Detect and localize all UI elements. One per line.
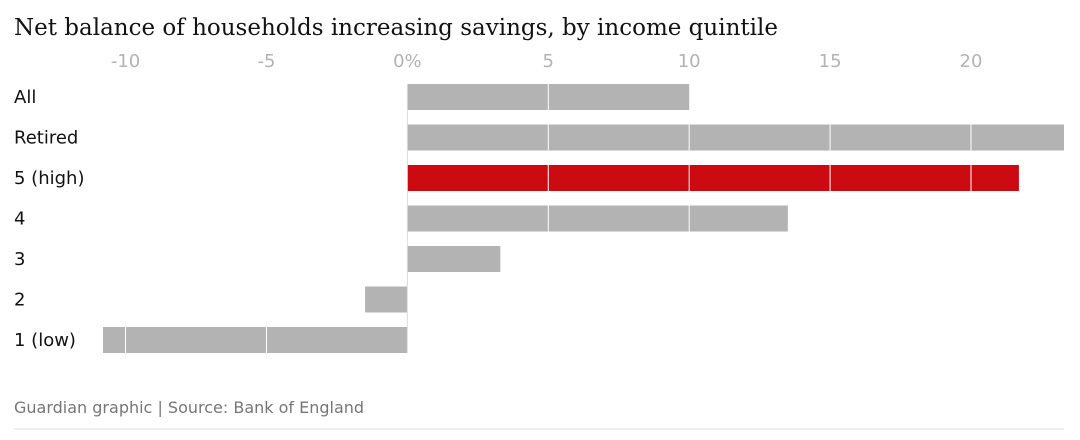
bar-1-low [103, 327, 408, 353]
category-label: 1 (low) [14, 330, 76, 351]
category-label: 3 [14, 249, 25, 270]
x-tick-label: 5 [543, 51, 554, 72]
category-labels: All Retired 5 (high) 4 3 2 1 (low) [14, 87, 84, 351]
category-label: Retired [14, 128, 78, 149]
bars [103, 84, 1064, 353]
x-tick-label: 15 [819, 51, 842, 72]
category-label: 5 (high) [14, 168, 84, 189]
chart-title: Net balance of households increasing sav… [14, 15, 778, 41]
category-label: 2 [14, 290, 25, 311]
source-note: Guardian graphic | Source: Bank of Engla… [14, 398, 364, 417]
category-label: All [14, 87, 36, 108]
bar-5-high [407, 165, 1019, 191]
x-tick-label: -5 [257, 51, 275, 72]
x-axis-ticks: -10 -5 0% 5 10 15 20 [111, 51, 983, 72]
bar-retired [407, 124, 1064, 151]
bar-4 [407, 205, 788, 232]
category-label: 4 [14, 209, 25, 230]
x-tick-label: 10 [678, 51, 701, 72]
x-tick-label: -10 [111, 51, 140, 72]
x-tick-label: 20 [960, 51, 983, 72]
bar-2 [365, 286, 408, 313]
gridlines [125, 84, 972, 353]
bar-3 [407, 246, 501, 272]
x-tick-label: 0% [393, 51, 422, 72]
